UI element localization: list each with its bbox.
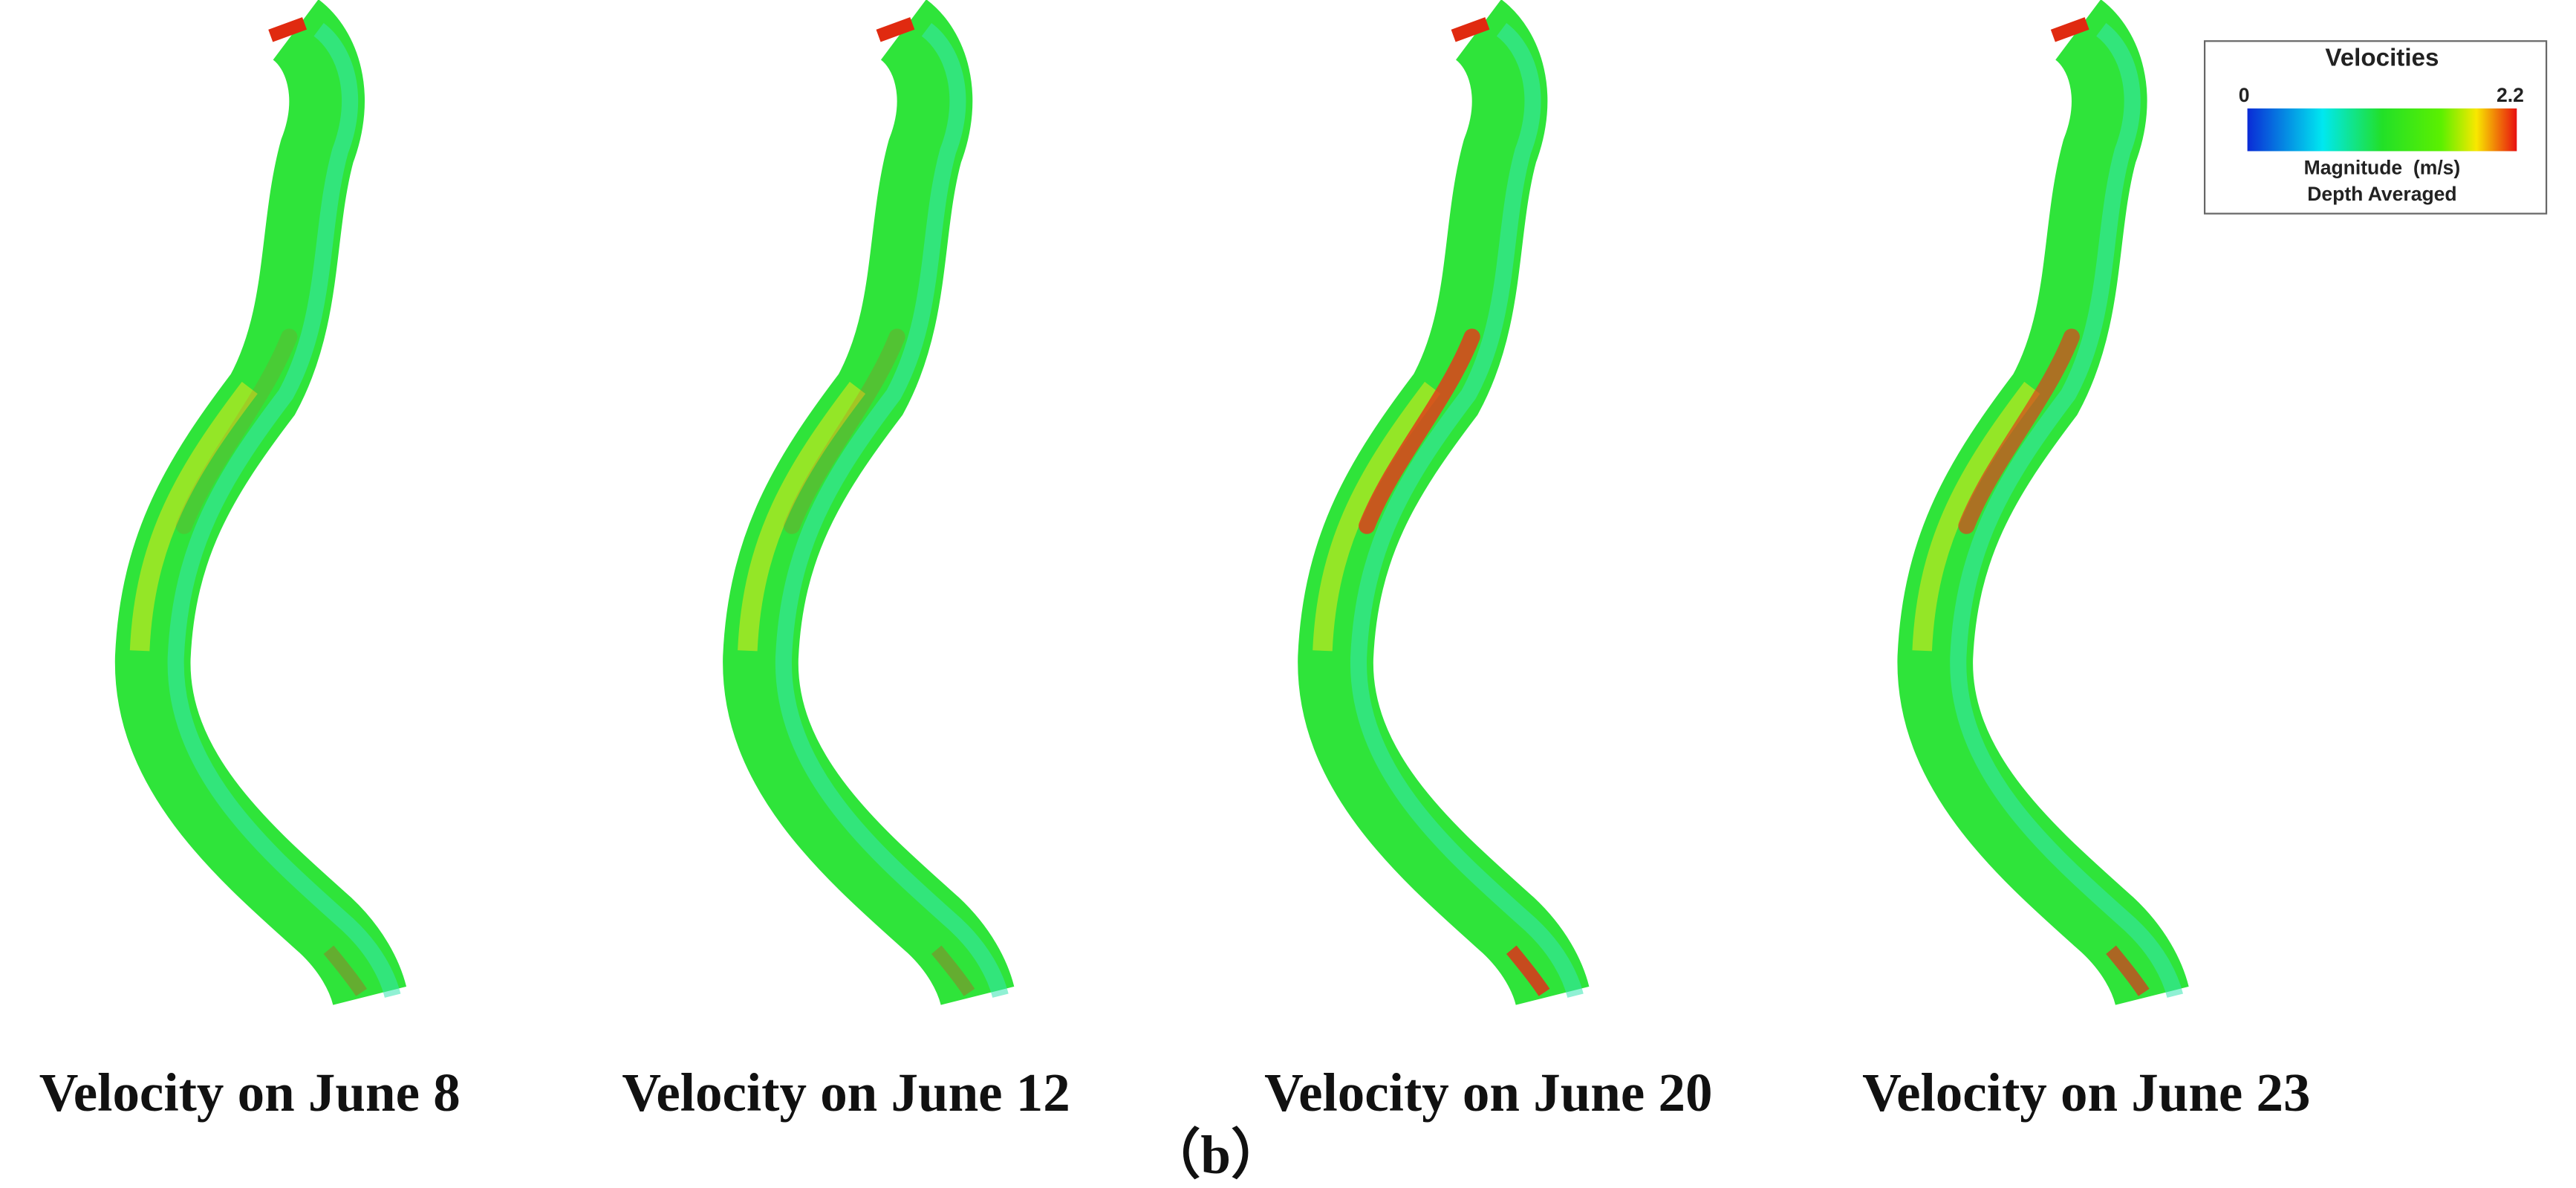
river-hotspot bbox=[931, 945, 975, 996]
river-hotspot bbox=[1958, 328, 2080, 534]
river-maps bbox=[114, 0, 2189, 1006]
legend-min: 0 bbox=[2239, 84, 2250, 106]
panel-caption: Velocity on June 12 bbox=[622, 1062, 1070, 1123]
color-bar bbox=[2247, 108, 2517, 152]
river-fast-edge bbox=[1912, 381, 2040, 652]
panel-caption: Velocity on June 20 bbox=[1264, 1062, 1712, 1123]
river-hotspot bbox=[323, 945, 368, 996]
river-inlet bbox=[268, 17, 308, 42]
panel-caption: Velocity on June 23 bbox=[1862, 1062, 2310, 1123]
river-slow-edge bbox=[1350, 22, 1584, 999]
river-slow-edge bbox=[1950, 22, 2184, 999]
river-fast-edge bbox=[129, 381, 258, 652]
river-fast-edge bbox=[738, 381, 866, 652]
legend-note: Depth Averaged bbox=[2307, 183, 2456, 205]
river-map bbox=[723, 0, 1015, 1006]
legend-quantity: Magnitude (m/s) bbox=[2304, 156, 2461, 178]
legend-title: Velocities bbox=[2325, 44, 2439, 71]
river-map bbox=[114, 0, 407, 1006]
river-hotspot bbox=[1506, 945, 1550, 996]
legend-max: 2.2 bbox=[2497, 84, 2524, 106]
figure-label: （b） bbox=[1146, 1125, 1285, 1185]
river-map bbox=[1298, 0, 1590, 1006]
river-fast-edge bbox=[1313, 381, 1441, 652]
river-hotspot bbox=[784, 328, 905, 534]
river-inlet bbox=[1451, 17, 1490, 42]
river-slow-edge bbox=[775, 22, 1009, 999]
river-hotspot bbox=[1359, 328, 1480, 534]
river-inlet bbox=[2050, 17, 2089, 42]
river-slow-edge bbox=[167, 22, 401, 999]
river-body bbox=[114, 0, 407, 1006]
river-body bbox=[723, 0, 1015, 1006]
river-inlet bbox=[876, 17, 915, 42]
legend: Velocities 0 2.2 Magnitude (m/s) Depth A… bbox=[2203, 40, 2548, 215]
river-hotspot bbox=[175, 328, 298, 534]
river-hotspot bbox=[2106, 945, 2150, 996]
river-map bbox=[1897, 0, 2189, 1006]
panel-caption: Velocity on June 8 bbox=[39, 1062, 461, 1123]
